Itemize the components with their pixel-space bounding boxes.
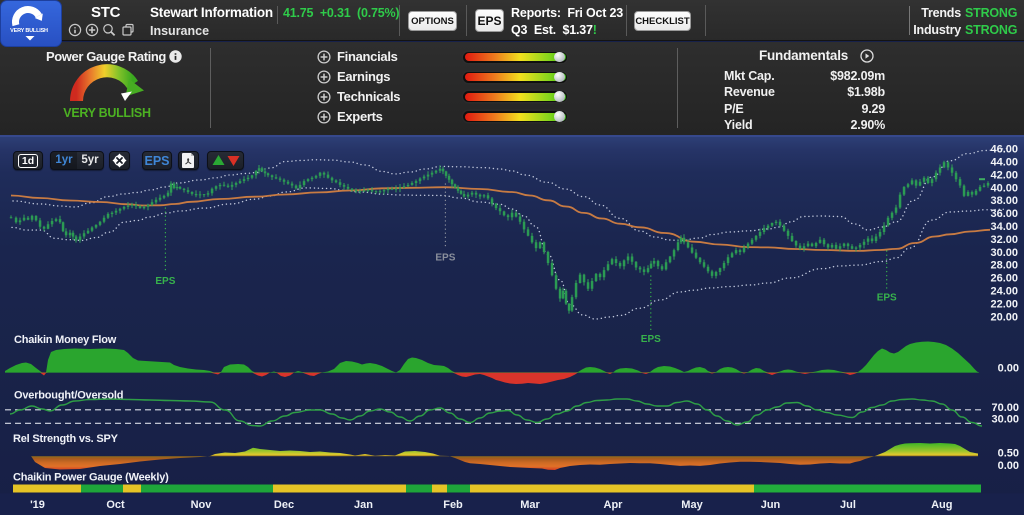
svg-text:20.00: 20.00 [990, 311, 1018, 323]
svg-text:Dec: Dec [274, 499, 294, 511]
svg-text:Chaikin Power Gauge (Weekly): Chaikin Power Gauge (Weekly) [13, 472, 169, 484]
svg-text:Jan: Jan [354, 499, 373, 511]
svg-text:40.00: 40.00 [990, 182, 1018, 194]
svg-text:30.00: 30.00 [991, 414, 1019, 426]
svg-text:May: May [681, 499, 703, 511]
svg-text:Jul: Jul [840, 499, 856, 511]
svg-text:26.00: 26.00 [990, 273, 1018, 285]
svg-text:42.00: 42.00 [990, 169, 1018, 181]
svg-text:Jun: Jun [761, 499, 781, 511]
svg-text:Rel Strength vs. SPY: Rel Strength vs. SPY [13, 433, 119, 445]
svg-text:0.50: 0.50 [998, 448, 1019, 460]
svg-text:VERY BULLISH: VERY BULLISH [10, 28, 48, 34]
svg-text:Apr: Apr [604, 499, 624, 511]
svg-text:32.00: 32.00 [990, 234, 1018, 246]
svg-text:Mar: Mar [520, 499, 540, 511]
svg-text:EPS: EPS [641, 334, 661, 345]
svg-text:Aug: Aug [931, 499, 952, 511]
svg-text:30.00: 30.00 [990, 247, 1018, 259]
svg-text:'19: '19 [30, 499, 45, 511]
svg-text:46.00: 46.00 [990, 144, 1018, 156]
svg-text:EPS: EPS [435, 253, 455, 264]
svg-text:22.00: 22.00 [990, 298, 1018, 310]
svg-text:EPS: EPS [877, 293, 897, 304]
svg-text:Nov: Nov [191, 499, 213, 511]
svg-text:28.00: 28.00 [990, 260, 1018, 272]
svg-text:34.00: 34.00 [990, 221, 1018, 233]
svg-text:Feb: Feb [443, 499, 463, 511]
svg-text:70.00: 70.00 [991, 402, 1019, 414]
svg-text:Oct: Oct [106, 499, 125, 511]
svg-text:36.00: 36.00 [990, 208, 1018, 220]
svg-text:0.00: 0.00 [998, 460, 1019, 472]
svg-text:44.00: 44.00 [990, 157, 1018, 169]
svg-text:24.00: 24.00 [990, 286, 1018, 298]
svg-text:Overbought/Oversold: Overbought/Oversold [14, 390, 123, 402]
svg-text:Chaikin Money Flow: Chaikin Money Flow [14, 334, 117, 346]
svg-text:38.00: 38.00 [990, 195, 1018, 207]
svg-text:EPS: EPS [155, 276, 175, 287]
svg-text:0.00: 0.00 [998, 363, 1019, 375]
